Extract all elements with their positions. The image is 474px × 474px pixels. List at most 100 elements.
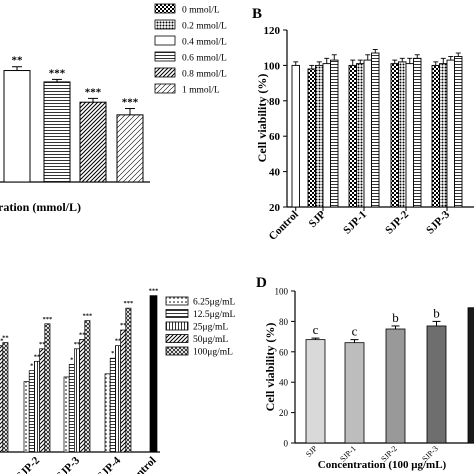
- legend-swatch-c-4: [165, 346, 189, 356]
- panel-label-b: B: [252, 6, 262, 22]
- bar-c-3-4: [125, 307, 132, 453]
- bar-b-1-0: [307, 68, 316, 208]
- sig-label-c-2-4: ***: [83, 313, 93, 320]
- bar-b-4-2: [446, 59, 455, 208]
- legend-swatch-a-3: [154, 51, 176, 62]
- x-axis-label-d: Concentration (100 μg/mL): [318, 459, 447, 471]
- legend-swatch-c-2: [165, 321, 189, 331]
- sig-label-c-3-4: ***: [124, 300, 134, 307]
- bar-b-4-3: [454, 56, 463, 208]
- bar-d-0: [305, 339, 326, 444]
- y-tick-label-b-3: 80: [269, 96, 281, 108]
- x-axis-label-a: ration (mmol/L): [0, 200, 81, 214]
- legend-swatch-a-0: [154, 3, 176, 14]
- bar-b-3-0: [390, 63, 399, 208]
- y-axis-label-b: Cell viability (%): [255, 74, 269, 163]
- y-tick-label-b-0: 20: [269, 202, 281, 214]
- y-tick-label-d-1: 20: [279, 408, 289, 418]
- bar-b-2-3: [371, 52, 380, 208]
- panel-c-chart: *****1********SJP-2********SJP-3********…: [0, 288, 235, 474]
- x-tick-label-c-4: Control: [124, 455, 158, 474]
- sig-label-a-1: ***: [49, 67, 66, 79]
- bar-b-2-0: [348, 64, 357, 208]
- bar-c-1-1: [28, 370, 35, 453]
- bar-a-3: [116, 114, 144, 183]
- legend-label-c-0: 6.25μg/mL: [193, 298, 235, 308]
- legend-swatch-c-3: [165, 334, 189, 343]
- bar-a-1: [43, 81, 71, 183]
- y-tick-label-d-0: 0: [284, 439, 289, 449]
- legend-label-a-1: 0.2 mmol/L: [182, 22, 227, 32]
- y-tick-label-b-4: 100: [264, 60, 281, 72]
- bar-b-1-2: [322, 63, 331, 208]
- legend-swatch-a-1: [154, 19, 176, 30]
- legend-swatch-c-1: [165, 309, 189, 318]
- letter-label-d-0: c: [313, 322, 319, 337]
- x-tick-label-d-0: SJP: [304, 444, 319, 459]
- sig-label-c-4-0: ***: [149, 288, 159, 295]
- panel-label-d: D: [256, 275, 267, 291]
- legend-label-c-1: 12.5μg/mL: [193, 310, 235, 320]
- sig-label-a-2: ***: [85, 86, 102, 98]
- bar-b-0-0: [291, 64, 300, 208]
- bar-c-0-3: [0, 345, 4, 453]
- sig-label-a-3: ***: [122, 97, 139, 109]
- x-tick-label-c-3: SJP-4: [95, 454, 123, 474]
- legend-label-c-4: 100μg/mL: [193, 348, 233, 358]
- legend-label-c-2: 25μg/mL: [193, 323, 228, 333]
- sig-label-c-1-3: **: [39, 341, 46, 348]
- bar-a-2: [79, 101, 107, 183]
- sig-label-c-0-3: **: [0, 338, 3, 345]
- sig-label-c-0-4: **: [2, 335, 9, 342]
- y-tick-label-d-3: 60: [279, 347, 289, 357]
- bar-c-2-4: [84, 320, 91, 453]
- bar-c-3-3: [120, 329, 127, 453]
- legend-swatch-a-2: [154, 35, 176, 46]
- sig-label-c-3-1: *: [111, 350, 114, 357]
- bar-c-3-0: [104, 373, 111, 453]
- bar-b-3-1: [398, 61, 407, 208]
- sig-label-c-2-3: **: [79, 331, 86, 338]
- bar-b-4-0: [431, 64, 440, 208]
- legend-label-a-5: 1 mmol/L: [182, 86, 220, 96]
- y-tick-label-b-1: 40: [269, 167, 281, 179]
- sig-label-a-0: **: [12, 55, 24, 67]
- bar-c-1-0: [23, 381, 30, 453]
- legend-label-a-3: 0.6 mmol/L: [182, 54, 227, 64]
- bar-b-2-2: [363, 59, 372, 208]
- sig-label-c-1-4: ***: [43, 316, 53, 323]
- bar-c-2-2: [74, 348, 80, 453]
- bar-b-3-2: [405, 63, 414, 208]
- y-tick-label-b-2: 60: [269, 131, 281, 143]
- bar-b-1-1: [315, 64, 324, 208]
- bar-d-2: [385, 328, 406, 444]
- bar-c-2-0: [63, 376, 70, 453]
- bar-c-2-1: [68, 364, 75, 453]
- sig-label-c-2-1: *: [70, 356, 73, 363]
- sig-label-c-2-2: **: [74, 341, 81, 348]
- bar-b-3-3: [413, 57, 422, 208]
- bar-c-2-3: [79, 339, 86, 453]
- bar-c-3-2: [115, 345, 121, 453]
- bar-b-1-3: [330, 59, 339, 208]
- x-tick-label-b-3: SJP-2: [383, 208, 411, 236]
- bar-c-0-4: [2, 342, 9, 453]
- sig-label-c-3-3: **: [120, 322, 127, 329]
- bar-c-1-2: [34, 360, 40, 453]
- sig-label-c-3-2: **: [115, 338, 122, 345]
- letter-label-d-2: b: [392, 310, 399, 325]
- bar-c-1-3: [39, 348, 46, 453]
- bar-b-4-1: [439, 63, 448, 208]
- legend-swatch-a-5: [154, 83, 176, 94]
- y-tick-label-d-2: 40: [279, 378, 289, 388]
- legend-label-c-3: 50μg/mL: [193, 335, 228, 345]
- bar-d-4: [467, 307, 474, 444]
- y-tick-label-d-4: 80: [279, 317, 289, 327]
- legend-label-a-4: 0.8 mmol/L: [182, 70, 227, 80]
- bar-c-3-1: [109, 357, 116, 453]
- legend-swatch-c-0: [165, 296, 189, 306]
- legend-label-a-0: 0 mmol/L: [182, 6, 220, 16]
- bar-d-3: [426, 325, 447, 444]
